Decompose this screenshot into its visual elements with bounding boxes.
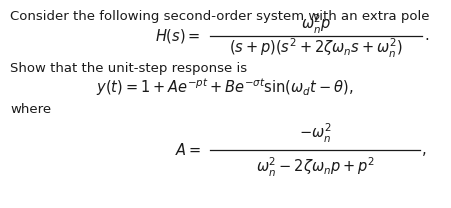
Text: $-\omega_n^2$: $-\omega_n^2$ [299,121,331,145]
Text: .: . [424,28,429,43]
Text: $(s + p)(s^2 + 2\zeta\omega_n s + \omega_n^2)$: $(s + p)(s^2 + 2\zeta\omega_n s + \omega… [229,36,403,60]
Text: ,: , [422,142,427,157]
Text: Show that the unit-step response is: Show that the unit-step response is [10,62,247,75]
Text: $A =$: $A =$ [175,142,201,158]
Text: $H(s) =$: $H(s) =$ [155,27,201,45]
Text: Consider the following second-order system with an extra pole: Consider the following second-order syst… [10,10,429,23]
Text: where: where [10,103,51,116]
Text: $\omega_n^2 - 2\zeta\omega_n p + p^2$: $\omega_n^2 - 2\zeta\omega_n p + p^2$ [256,155,374,179]
Text: $y(t) = 1 + Ae^{-pt} + Be^{-\sigma t}\sin(\omega_d t - \theta),$: $y(t) = 1 + Ae^{-pt} + Be^{-\sigma t}\si… [97,76,354,98]
Text: $\omega_n^2 p$: $\omega_n^2 p$ [301,12,331,36]
